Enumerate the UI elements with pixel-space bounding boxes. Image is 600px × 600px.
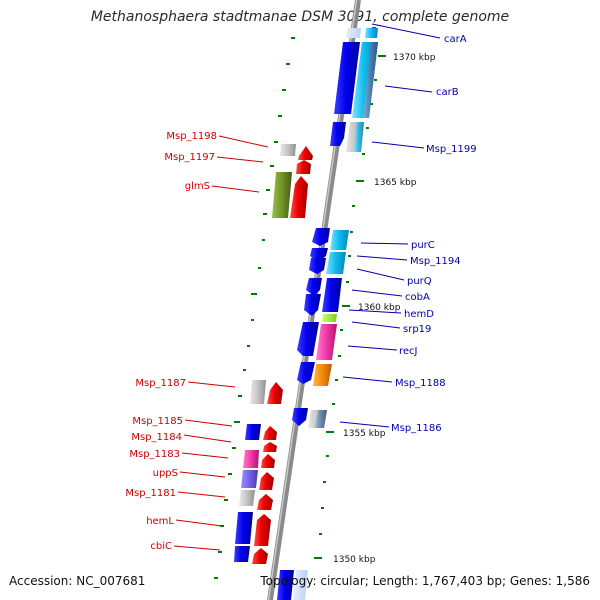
gene-hemL[interactable] bbox=[235, 512, 271, 546]
gene-carB[interactable] bbox=[334, 42, 378, 118]
right-leaders bbox=[339, 23, 441, 428]
gene-uppS[interactable] bbox=[241, 470, 274, 490]
label-uppS[interactable]: uppS bbox=[153, 468, 178, 479]
gene-Msp_1197[interactable] bbox=[296, 146, 313, 174]
gene-carA[interactable] bbox=[346, 28, 378, 38]
scale-label-1360: 1360 kbp bbox=[358, 303, 401, 313]
gene-Msp_1181[interactable] bbox=[239, 490, 273, 510]
gene-Msp_1184[interactable] bbox=[263, 442, 277, 452]
scale-label-1365: 1365 kbp bbox=[374, 178, 417, 188]
label-Msp_1181[interactable]: Msp_1181 bbox=[125, 488, 176, 499]
scale-label-1370: 1370 kbp bbox=[393, 53, 436, 63]
scale-label-1350: 1350 kbp bbox=[333, 555, 376, 565]
label-purQ[interactable]: purQ bbox=[407, 276, 432, 287]
label-Msp_1197[interactable]: Msp_1197 bbox=[164, 152, 215, 163]
label-Msp_1199[interactable]: Msp_1199 bbox=[426, 144, 477, 155]
label-cbiC[interactable]: cbiC bbox=[150, 541, 172, 552]
label-Msp_1198[interactable]: Msp_1198 bbox=[166, 131, 217, 142]
genome-info-label: Topology: circular; Length: 1,767,403 bp… bbox=[260, 574, 590, 588]
gene-glmS[interactable] bbox=[272, 172, 308, 218]
gene-hemD[interactable] bbox=[304, 294, 337, 322]
label-cobA[interactable]: cobA bbox=[405, 292, 430, 303]
gene-Msp_1187[interactable] bbox=[250, 380, 283, 404]
gene-Msp_1198[interactable] bbox=[280, 144, 296, 156]
label-Msp_1183[interactable]: Msp_1183 bbox=[129, 449, 180, 460]
gene-cobA[interactable] bbox=[306, 278, 342, 312]
label-recJ[interactable]: recJ bbox=[399, 346, 418, 357]
label-carA[interactable]: carA bbox=[444, 34, 467, 45]
gene-bottom-right[interactable] bbox=[277, 570, 308, 600]
label-purC[interactable]: purC bbox=[411, 240, 435, 251]
gene-purC[interactable] bbox=[312, 228, 349, 250]
gene-recJ[interactable] bbox=[297, 322, 319, 356]
gene-Msp_1183[interactable] bbox=[243, 450, 275, 468]
gene-Msp_1185[interactable] bbox=[245, 424, 277, 440]
gene-Msp_1188[interactable] bbox=[297, 362, 332, 386]
gene-purQ[interactable] bbox=[309, 258, 326, 274]
gene-Msp_1186[interactable] bbox=[292, 408, 327, 428]
label-srp19[interactable]: srp19 bbox=[403, 324, 431, 335]
label-Msp_1188[interactable]: Msp_1188 bbox=[395, 378, 446, 389]
left-leaders bbox=[173, 135, 269, 551]
label-Msp_1186[interactable]: Msp_1186 bbox=[391, 423, 442, 434]
accession-label: Accession: NC_007681 bbox=[9, 574, 146, 588]
label-hemL[interactable]: hemL bbox=[146, 516, 174, 527]
gene-Msp_1199[interactable] bbox=[330, 122, 364, 152]
label-Msp_1184[interactable]: Msp_1184 bbox=[131, 432, 182, 443]
gene-cbiC[interactable] bbox=[234, 546, 268, 564]
scale-labels: 1370 kbp 1365 kbp 1360 kbp 1355 kbp 1350… bbox=[333, 53, 436, 565]
left-labels: Msp_1198 Msp_1197 glmS Msp_1187 Msp_1185… bbox=[125, 131, 217, 552]
label-hemD[interactable]: hemD bbox=[404, 309, 434, 320]
gene-srp19[interactable] bbox=[316, 324, 337, 360]
label-Msp_1187[interactable]: Msp_1187 bbox=[135, 378, 186, 389]
scale-label-1355: 1355 kbp bbox=[343, 429, 386, 439]
label-carB[interactable]: carB bbox=[436, 87, 459, 98]
label-Msp_1194[interactable]: Msp_1194 bbox=[410, 256, 461, 267]
map-title: Methanosphaera stadtmanae DSM 3091, comp… bbox=[90, 9, 510, 25]
right-labels: carA carB Msp_1199 purC Msp_1194 purQ co… bbox=[391, 34, 477, 434]
label-Msp_1185[interactable]: Msp_1185 bbox=[132, 416, 183, 427]
label-glmS[interactable]: glmS bbox=[185, 181, 210, 192]
